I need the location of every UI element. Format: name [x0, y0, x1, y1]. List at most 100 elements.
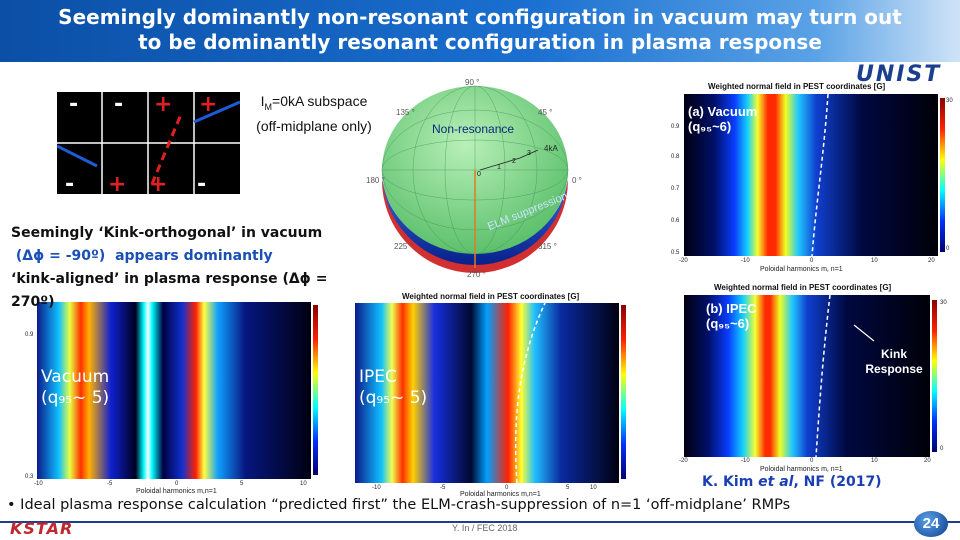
panel-a-title: Weighted normal field in PEST coordinate… [708, 82, 886, 91]
left-text-line-1: Seemingly ‘Kink-orthogonal’ in vacuum [11, 225, 323, 241]
left-text-delta-phi: (Δϕ = -90º) [15, 248, 106, 264]
panel-b-cb-tick-0: 0 [940, 446, 944, 452]
coil-sign-bottom-3: + [149, 172, 168, 197]
panel-c-x-tick-m5: -5 [107, 481, 113, 487]
angle-180: 180 ° [366, 176, 385, 185]
panel-b-title: Weighted normal field in PEST coordinate… [714, 283, 892, 292]
kink-arrow [853, 324, 875, 342]
coil-sign-top-3: + [154, 92, 173, 117]
page-number-badge: 24 [914, 511, 948, 537]
panel-a-cb-tick-30: 30 [946, 98, 953, 104]
panel-a-cb-tick-0: 0 [946, 246, 950, 252]
panel-d-x-tick-5: 5 [566, 485, 570, 491]
panel-a-x-tick-m10: -10 [741, 258, 750, 264]
panel-a-x-tick-0: 0 [810, 258, 814, 264]
panel-d-colorbar [621, 305, 626, 479]
sphere-tick-3: 3 [527, 150, 531, 157]
panel-d-label: IPEC (q₉₅~ 5) [359, 367, 428, 408]
panel-a-y-tick-05: 0.5 [671, 250, 680, 256]
panel-c-x-tick-m10: -10 [34, 481, 43, 487]
panel-c-label: Vacuum (q₉₅~ 5) [41, 367, 110, 408]
panel-d-x-tick-10: 10 [590, 485, 597, 491]
panel-c-x-tick-5: 5 [240, 481, 244, 487]
panel-d-dashed-curve [514, 303, 546, 483]
panel-a-xlabel: Poloidal harmonics m, n=1 [760, 266, 843, 273]
panel-c-y-tick-09: 0.9 [25, 332, 34, 338]
unist-logo: UNIST [856, 62, 942, 87]
panel-d-ipec-heatmap: IPEC (q₉₅~ 5) [355, 303, 619, 483]
sphere-graphic [381, 85, 569, 273]
panel-a-y-tick-09: 0.9 [671, 124, 680, 130]
coil-space-sphere: 90 ° 45 ° 135 ° 0 ° 180 ° 225 ° 315 ° 27… [360, 72, 590, 282]
panel-c-y-tick-03: 0.3 [25, 474, 34, 480]
non-resonance-label: Non-resonance [432, 122, 515, 136]
panel-a-y-tick-07: 0.7 [671, 186, 680, 192]
panel-a-vacuum-heatmap: (a) Vacuum (q₉₅~6) [684, 94, 938, 256]
panel-b-x-tick-10: 10 [871, 458, 878, 464]
coil-sign-top-4: + [199, 92, 218, 117]
panel-b-x-tick-20: 20 [924, 458, 931, 464]
panel-b-cb-tick-30: 30 [940, 300, 947, 306]
panel-d-x-tick-0: 0 [505, 485, 509, 491]
blue-coil-line-left [57, 144, 98, 168]
coil-sign-bottom-1: - [65, 172, 75, 197]
panel-a-label: (a) Vacuum (q₉₅~6) [688, 104, 758, 134]
panel-c-xlabel: Poloidal harmonics m,n=1 [136, 488, 217, 495]
panel-a-x-tick-20: 20 [928, 258, 935, 264]
angle-45: 45 ° [538, 108, 553, 117]
coil-grid-lines [57, 92, 240, 194]
panel-b-xlabel: Poloidal harmonics m, n=1 [760, 466, 843, 473]
panel-a-x-tick-m20: -20 [679, 258, 688, 264]
panel-d-x-tick-m5: -5 [440, 485, 446, 491]
panel-c-x-tick-0: 0 [175, 481, 179, 487]
left-text-appears: appears dominantly [115, 248, 273, 264]
blue-coil-line-right [193, 100, 240, 124]
coil-sign-bottom-2: + [108, 172, 127, 197]
title-line-2: to be dominantly resonant configuration … [138, 30, 822, 54]
panel-c-colorbar [313, 305, 318, 475]
left-text-line-4: 270º) [11, 294, 55, 310]
angle-225: 225 ° [394, 242, 413, 251]
panel-c-vacuum-heatmap: Vacuum (q₉₅~ 5) [37, 301, 311, 479]
panel-d-x-tick-m10: -10 [372, 485, 381, 491]
angle-0: 0 ° [572, 176, 582, 185]
panel-d-title: Weighted normal field in PEST coordinate… [402, 292, 580, 301]
angle-90: 90 ° [465, 78, 480, 87]
panel-b-x-tick-m10: -10 [741, 458, 750, 464]
slide-title: Seemingly dominantly non-resonant config… [0, 5, 960, 55]
panel-b-x-tick-0: 0 [810, 458, 814, 464]
left-text-background [8, 222, 356, 302]
panel-b-colorbar [932, 300, 937, 452]
bullet-point: • Ideal plasma response calculation “pre… [7, 497, 791, 513]
coil-sign-bottom-4: - [197, 172, 207, 197]
subspace-note: (off-midplane only) [256, 117, 372, 134]
angle-135: 135 ° [396, 108, 415, 117]
citation: K. Kim et al, NF (2017) [702, 474, 882, 490]
title-line-1: Seemingly dominantly non-resonant config… [58, 5, 902, 29]
red-dashed-line [150, 111, 184, 185]
coil-configuration-grid: - - + + - + + - [57, 92, 240, 197]
panel-b-dashed-curve [815, 295, 831, 457]
panel-d-xlabel: Poloidal harmonics m,n=1 [460, 491, 541, 498]
left-text-line-3: ‘kink-aligned’ in plasma response (Δϕ = [11, 271, 328, 287]
coil-sign-top-2: - [114, 92, 124, 117]
panel-a-x-tick-10: 10 [871, 258, 878, 264]
panel-c-x-tick-10: 10 [300, 481, 307, 487]
left-explanation-text: Seemingly ‘Kink-orthogonal’ in vacuum (Δ… [11, 222, 361, 314]
sphere-tick-1: 1 [497, 164, 501, 171]
panel-b-ipec-heatmap: (b) IPEC (q₉₅~6) Kink Response [684, 295, 930, 457]
kstar-logo: KSTAR [10, 519, 74, 538]
panel-a-colorbar [940, 98, 945, 252]
panel-a-dashed-curve [811, 94, 829, 256]
ka-label: 4kA [544, 144, 558, 153]
sphere-tick-0: 0 [477, 171, 481, 178]
subspace-label: IM=0kA subspace (off-midplane only) [244, 92, 384, 136]
title-banner [0, 0, 960, 62]
sphere-tick-2: 2 [512, 158, 516, 165]
angle-270: 270 ° [467, 270, 486, 279]
footer-text: Y. In / FEC 2018 [452, 523, 518, 533]
coil-sign-top-1: - [69, 92, 79, 117]
angle-315: 315 ° [538, 242, 557, 251]
panel-a-y-tick-06: 0.6 [671, 218, 680, 224]
footer-line [0, 521, 960, 523]
